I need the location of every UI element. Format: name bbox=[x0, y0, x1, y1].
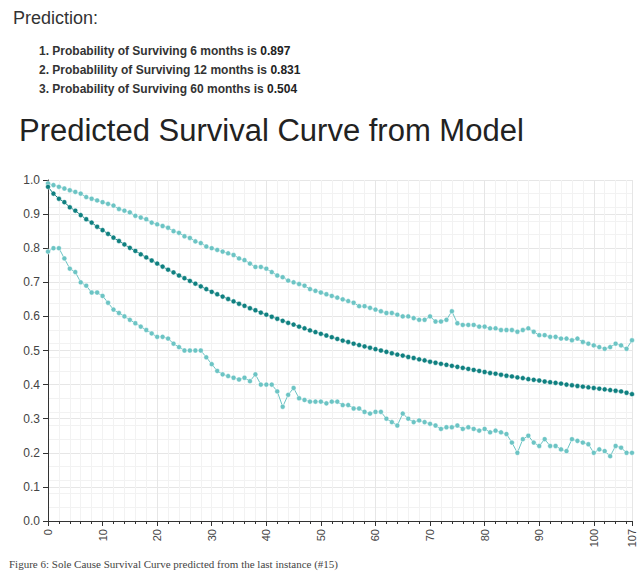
svg-text:0.7: 0.7 bbox=[23, 275, 40, 289]
svg-text:90: 90 bbox=[533, 529, 545, 541]
svg-text:50: 50 bbox=[315, 529, 327, 541]
svg-text:40: 40 bbox=[260, 529, 272, 541]
svg-text:Predicted Survival Curve from: Predicted Survival Curve from Model bbox=[19, 113, 524, 148]
svg-text:0.6: 0.6 bbox=[23, 309, 40, 323]
svg-text:80: 80 bbox=[479, 529, 491, 541]
svg-text:2. Probablility of Surviving 1: 2. Probablility of Surviving 12 months i… bbox=[39, 63, 270, 77]
svg-text:3. Probability of Surviving 60: 3. Probability of Surviving 60 months is bbox=[39, 82, 267, 96]
svg-text:1.0: 1.0 bbox=[23, 173, 40, 187]
svg-text:107: 107 bbox=[626, 529, 638, 547]
svg-text:0.504: 0.504 bbox=[267, 82, 297, 96]
svg-text:0.1: 0.1 bbox=[23, 480, 40, 494]
svg-text:Prediction:: Prediction: bbox=[13, 8, 98, 28]
svg-text:100: 100 bbox=[588, 529, 600, 547]
svg-text:70: 70 bbox=[424, 529, 436, 541]
svg-text:30: 30 bbox=[206, 529, 218, 541]
svg-text:0: 0 bbox=[42, 529, 54, 535]
svg-text:10: 10 bbox=[97, 529, 109, 541]
svg-text:0.831: 0.831 bbox=[270, 63, 300, 77]
svg-text:0.0: 0.0 bbox=[23, 514, 40, 528]
svg-text:0.9: 0.9 bbox=[23, 207, 40, 221]
svg-text:1. Probability of Surviving 6: 1. Probability of Surviving 6 months is bbox=[39, 44, 260, 58]
svg-text:Figure 6: Sole Cause Survival: Figure 6: Sole Cause Survival Curve pred… bbox=[9, 558, 338, 571]
svg-text:20: 20 bbox=[151, 529, 163, 541]
svg-text:0.8: 0.8 bbox=[23, 241, 40, 255]
svg-text:0.897: 0.897 bbox=[260, 44, 290, 58]
svg-text:0.5: 0.5 bbox=[23, 344, 40, 358]
svg-text:0.3: 0.3 bbox=[23, 412, 40, 426]
svg-text:60: 60 bbox=[369, 529, 381, 541]
svg-text:0.2: 0.2 bbox=[23, 446, 40, 460]
svg-text:0.4: 0.4 bbox=[23, 378, 40, 392]
